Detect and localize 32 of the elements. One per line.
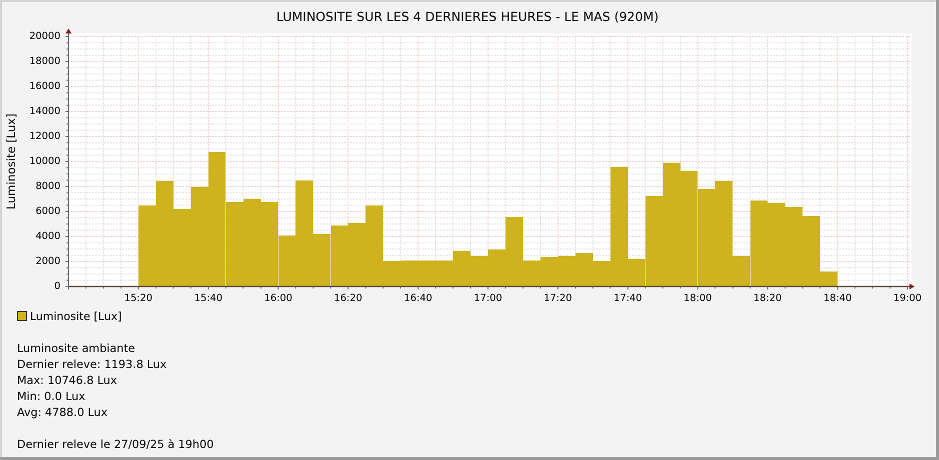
y-tick-label: 10000 xyxy=(29,156,60,167)
x-tick-label: 16:40 xyxy=(404,293,432,304)
x-tick-label: 18:00 xyxy=(684,293,712,304)
x-tick-label: 17:00 xyxy=(474,293,502,304)
y-axis-title: Luminosite [Lux] xyxy=(4,114,18,210)
x-tick-label: 15:40 xyxy=(194,293,223,304)
y-tick-label: 6000 xyxy=(36,206,60,217)
x-tick-label: 15:20 xyxy=(124,293,152,304)
text: Luminosite ambiante xyxy=(17,342,136,354)
x-tick-label: 19:00 xyxy=(893,293,922,304)
x-tick-label: 16:20 xyxy=(334,293,362,304)
x-tick-label: 18:40 xyxy=(824,293,852,304)
text: Min: 0.0 Lux xyxy=(17,390,86,402)
chart-title: LUMINOSITE SUR LES 4 DERNIERES HEURES - LE MAS (920M) xyxy=(276,8,659,24)
text: Avg: 4788.0 Lux xyxy=(17,406,108,418)
text: Dernier releve le 27/09/25 à 19h00 xyxy=(17,438,214,450)
text: Max: 10746.8 Lux xyxy=(17,374,118,386)
x-tick-label: 17:40 xyxy=(614,293,642,304)
x-tick-label: 16:00 xyxy=(264,293,292,304)
text: Dernier releve: 1193.8 Lux xyxy=(17,358,168,370)
y-tick-label: 16000 xyxy=(29,81,60,92)
y-tick-label: 4000 xyxy=(36,231,60,242)
x-tick-label: 18:20 xyxy=(753,293,782,304)
y-tick-label: 0 xyxy=(54,281,60,292)
x-tick-label: 17:20 xyxy=(544,293,572,304)
y-tick-label: 2000 xyxy=(36,256,60,267)
legend-label: Luminosite [Lux] xyxy=(30,310,122,322)
y-tick-label: 20000 xyxy=(29,31,60,42)
y-tick-label: 14000 xyxy=(29,106,60,117)
y-tick-label: 12000 xyxy=(29,131,60,142)
y-tick-label: 8000 xyxy=(36,181,60,192)
y-tick-label: 18000 xyxy=(29,56,60,67)
